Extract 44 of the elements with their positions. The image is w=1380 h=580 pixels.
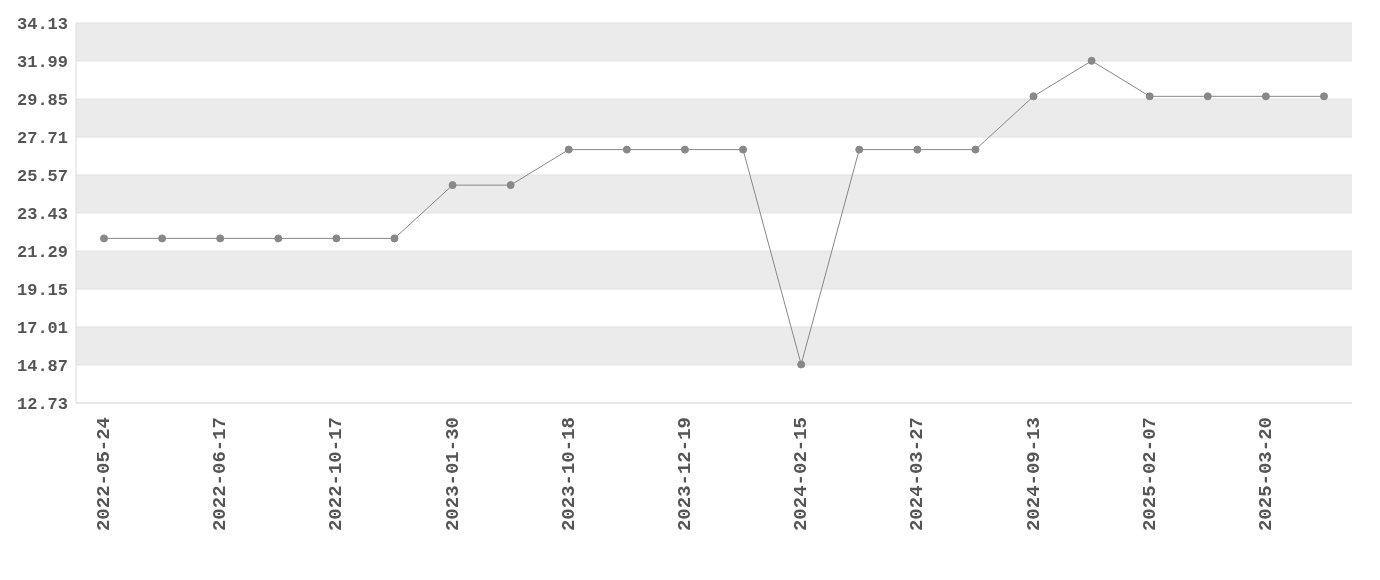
x-tick-label: 2025-02-07 [1138,417,1161,532]
y-tick-label: 17.01 [16,319,68,339]
point [1029,92,1038,101]
point [100,234,108,243]
point [1145,92,1154,101]
y-tick-label: 19.15 [16,281,68,301]
x-tick-label: 2025-03-20 [1254,417,1277,532]
x-tick-label: 2023-10-18 [557,417,580,532]
x-tick-label: 2024-03-27 [906,417,929,532]
x-tick-label: 2024-02-15 [790,417,813,532]
point [448,181,457,190]
y-tick-label: 25.57 [16,167,68,187]
x-tick-label: 2024-09-13 [1022,417,1045,532]
y-tick-label: 27.71 [16,129,68,149]
x-tick-label: 2022-10-17 [325,417,348,532]
y-tick-label: 34.13 [16,15,68,35]
y-tick-label: 31.99 [16,53,68,73]
point [1320,92,1328,101]
y-tick-label: 21.29 [16,243,68,263]
point [506,181,515,190]
point [739,145,748,154]
point [274,234,283,243]
point [1203,92,1212,101]
point [332,234,341,243]
point [855,145,864,154]
point [1261,92,1270,101]
point [797,360,806,369]
point [564,145,573,154]
y-tick-label: 23.43 [16,205,68,225]
point [390,234,399,243]
x-tick-label: 2023-01-30 [441,417,464,532]
y-tick-label: 12.73 [16,395,68,415]
point [1087,56,1096,65]
y-tick-label: 14.87 [16,357,68,377]
y-tick-label: 29.85 [16,91,68,111]
point [971,145,980,154]
x-tick-label: 2022-06-17 [209,417,232,532]
point [913,145,922,154]
x-tick-label: 2023-12-19 [673,417,696,532]
point [216,234,225,243]
point [158,234,167,243]
x-tick-label: 2022-05-24 [93,417,115,532]
point [680,145,689,154]
point [622,145,631,154]
